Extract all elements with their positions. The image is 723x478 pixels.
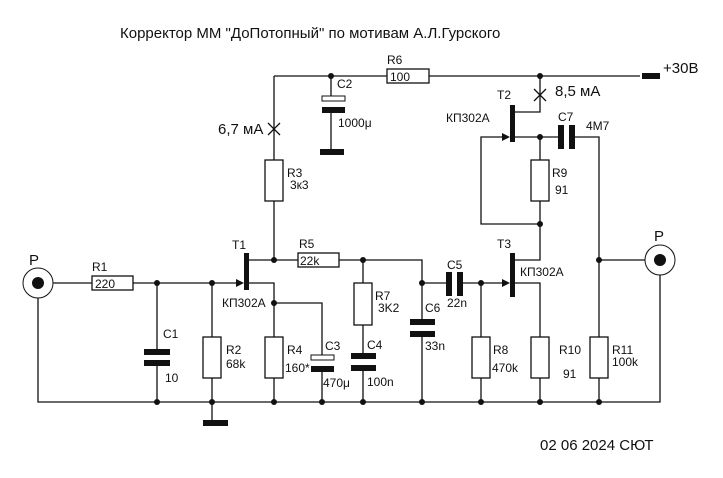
svg-text:68k: 68k <box>226 357 246 371</box>
svg-text:470μ: 470μ <box>323 376 350 390</box>
svg-text:R9: R9 <box>552 166 568 180</box>
svg-text:КП302А: КП302А <box>222 296 266 310</box>
gate-arrow-icon <box>236 279 244 287</box>
svg-text:100k: 100k <box>612 355 639 369</box>
svg-text:R2: R2 <box>226 343 242 357</box>
current-t2: 8,5 мА <box>555 83 600 100</box>
wires <box>37 75 661 423</box>
svg-text:C4: C4 <box>367 338 383 352</box>
svg-text:470k: 470k <box>492 361 519 375</box>
capacitor-c6: C6 33n <box>410 301 445 353</box>
svg-text:R4: R4 <box>287 343 303 357</box>
svg-text:T1: T1 <box>232 238 246 252</box>
svg-text:R5: R5 <box>299 237 315 251</box>
svg-text:22n: 22n <box>447 296 467 310</box>
supply-terminal <box>642 73 660 79</box>
svg-text:C2: C2 <box>337 77 353 91</box>
svg-text:C1: C1 <box>163 327 179 341</box>
svg-text:160*: 160* <box>285 361 310 375</box>
svg-text:C3: C3 <box>325 339 341 353</box>
svg-text:R6: R6 <box>387 53 403 67</box>
svg-text:10: 10 <box>165 371 179 385</box>
capacitor-c4: C4 100n <box>351 338 394 389</box>
transistor-t3: T3 КП302А <box>497 237 564 297</box>
svg-text:4M7: 4M7 <box>586 119 610 133</box>
svg-text:22k: 22k <box>300 254 320 268</box>
resistor-r10: R10 91 <box>530 336 581 381</box>
footer-date: 02 06 2024 СЮТ <box>540 437 654 454</box>
capacitor-c7: C7 4M7 <box>558 110 610 149</box>
svg-text:3к3: 3к3 <box>290 178 309 192</box>
current-mark-t1 <box>267 122 281 136</box>
ground-c2-icon <box>320 149 344 155</box>
input-connector: P <box>22 252 54 299</box>
svg-text:C7: C7 <box>558 110 574 124</box>
resistor-r8: R8 470k <box>471 336 519 379</box>
svg-text:91: 91 <box>555 183 569 197</box>
junctions <box>154 73 602 405</box>
svg-text:R10: R10 <box>559 343 581 357</box>
transistor-t2: T2 КП302А <box>446 88 515 142</box>
svg-text:91: 91 <box>563 367 577 381</box>
svg-text:3K2: 3K2 <box>378 301 400 315</box>
output-connector: P <box>644 228 676 276</box>
svg-text:33n: 33n <box>425 339 445 353</box>
svg-text:КП302А: КП302А <box>446 111 490 125</box>
supply-label: +30В <box>663 60 698 77</box>
gate-arrow-icon <box>502 279 510 287</box>
svg-text:100: 100 <box>390 70 410 84</box>
input-label: P <box>29 252 39 269</box>
svg-text:R3: R3 <box>287 166 303 180</box>
svg-text:100n: 100n <box>367 375 394 389</box>
current-mark-t2 <box>533 88 547 102</box>
svg-text:T2: T2 <box>497 88 511 102</box>
svg-text:R1: R1 <box>92 260 108 274</box>
svg-text:R7: R7 <box>375 289 391 303</box>
current-t1: 6,7 мА <box>218 121 263 138</box>
capacitor-c1: C1 10 <box>144 327 179 385</box>
svg-text:R8: R8 <box>493 343 509 357</box>
svg-text:C6: C6 <box>425 301 441 315</box>
svg-text:C5: C5 <box>447 258 463 272</box>
transistor-t1: T1 КП302А <box>222 238 266 310</box>
capacitor-c5: C5 22n <box>446 258 467 310</box>
capacitor-c2: C2 1000μ <box>321 77 372 130</box>
title: Корректор ММ "ДоПотопный" по мотивам А.Л… <box>120 25 500 42</box>
svg-text:КП302А: КП302А <box>520 265 564 279</box>
ground-icon <box>203 420 228 426</box>
svg-text:R11: R11 <box>612 343 633 357</box>
capacitor-c3: C3 470μ <box>310 339 350 390</box>
resistor-r4: R4 160* <box>264 336 310 379</box>
svg-text:1000μ: 1000μ <box>338 116 372 130</box>
svg-text:220: 220 <box>95 277 115 291</box>
gate-arrow-icon <box>502 133 510 141</box>
output-label: P <box>654 228 664 245</box>
svg-text:T3: T3 <box>497 237 511 251</box>
